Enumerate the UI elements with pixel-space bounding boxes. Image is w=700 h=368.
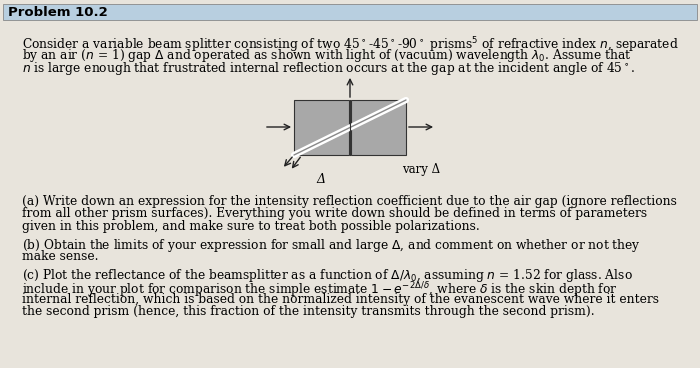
Text: (b) Obtain the limits of your expression for small and large $\Delta$, and comme: (b) Obtain the limits of your expression… — [22, 237, 641, 255]
Text: (a) Write down an expression for the intensity reflection coefficient due to the: (a) Write down an expression for the int… — [22, 195, 677, 208]
Text: make sense.: make sense. — [22, 250, 99, 263]
FancyBboxPatch shape — [3, 4, 697, 20]
Text: $n$ is large enough that frustrated internal reflection occurs at the gap at the: $n$ is large enough that frustrated inte… — [22, 60, 636, 77]
Text: (c) Plot the reflectance of the beamsplitter as a function of $\Delta/\lambda_0$: (c) Plot the reflectance of the beamspli… — [22, 268, 633, 284]
Text: given in this problem, and make sure to treat both possible polarizations.: given in this problem, and make sure to … — [22, 220, 480, 233]
Polygon shape — [351, 100, 406, 155]
Text: by an air ($n$ = 1) gap $\Delta$ and operated as shown with light of (vacuum) wa: by an air ($n$ = 1) gap $\Delta$ and ope… — [22, 47, 631, 64]
Text: include in your plot for comparison the simple estimate $1 - e^{-2\Delta/\delta}: include in your plot for comparison the … — [22, 280, 617, 300]
Text: vary Δ: vary Δ — [402, 163, 440, 176]
Text: from all other prism surfaces). Everything you write down should be defined in t: from all other prism surfaces). Everythi… — [22, 208, 647, 220]
Text: internal reflection, which is based on the normalized intensity of the evanescen: internal reflection, which is based on t… — [22, 293, 659, 305]
Text: Consider a variable beam splitter consisting of two 45$^\circ$-45$^\circ$-90$^\c: Consider a variable beam splitter consis… — [22, 35, 678, 54]
Text: the second prism (hence, this fraction of the intensity transmits through the se: the second prism (hence, this fraction o… — [22, 305, 594, 318]
Text: Δ: Δ — [316, 173, 326, 186]
Polygon shape — [294, 100, 349, 155]
Text: Problem 10.2: Problem 10.2 — [8, 7, 108, 20]
